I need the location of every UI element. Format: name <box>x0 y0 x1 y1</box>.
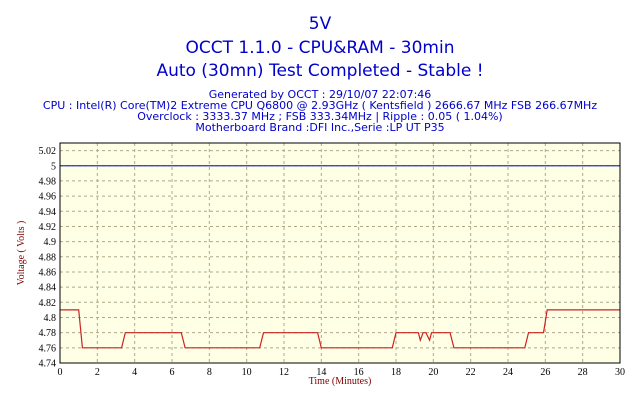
plot-area <box>60 143 620 363</box>
x-tick-label: 20 <box>428 367 438 378</box>
y-tick-label: 5.02 <box>39 146 57 157</box>
y-tick-label: 4.96 <box>39 192 57 203</box>
x-axis-label: Time (Minutes) <box>309 376 372 387</box>
x-tick-label: 4 <box>132 367 137 378</box>
cpu-info: CPU : Intel(R) Core(TM)2 Extreme CPU Q68… <box>42 99 598 112</box>
test-status: Auto (30mn) Test Completed - Stable ! <box>156 61 484 81</box>
y-tick-label: 4.8 <box>44 313 57 324</box>
x-tick-label: 8 <box>207 367 212 378</box>
y-tick-label: 4.98 <box>39 176 57 187</box>
y-tick-label: 4.9 <box>44 237 57 248</box>
y-tick-label: 4.86 <box>39 267 57 278</box>
x-tick-label: 12 <box>279 367 289 378</box>
x-tick-label: 6 <box>170 367 175 378</box>
x-tick-label: 28 <box>578 367 588 378</box>
y-axis-label: Voltage ( Volts ) <box>16 221 27 286</box>
y-tick-label: 4.88 <box>39 252 57 263</box>
x-axis-ticks: 0 2 4 6 8 10 12 14 16 18 20 22 24 26 28 30 <box>58 367 626 378</box>
grid-vertical <box>96 143 584 363</box>
x-tick-label: 22 <box>466 367 476 378</box>
chart-subtitle: OCCT 1.1.0 - CPU&RAM - 30min <box>185 38 455 58</box>
x-tick-label: 24 <box>503 367 513 378</box>
x-tick-label: 30 <box>615 367 625 378</box>
overclock-info: Overclock : 3333.37 MHz ; FSB 333.34MHz … <box>137 110 503 123</box>
x-tick-label: 16 <box>354 367 364 378</box>
voltage-series-line <box>60 309 620 349</box>
x-tick-label: 18 <box>391 367 401 378</box>
y-tick-label: 4.82 <box>39 298 57 309</box>
y-tick-label: 4.92 <box>39 222 57 233</box>
x-tick-label: 2 <box>95 367 100 378</box>
y-tick-label: 4.76 <box>39 343 57 354</box>
y-tick-label: 4.94 <box>39 207 57 218</box>
chart-title: 5V <box>308 14 332 34</box>
x-tick-label: 26 <box>540 367 550 378</box>
y-tick-label: 5 <box>51 161 56 172</box>
x-tick-label: 14 <box>316 367 326 378</box>
y-tick-label: 4.84 <box>39 283 57 294</box>
y-axis-ticks: 4.74 4.76 4.78 4.8 4.82 4.84 4.86 4.88 4.9 4.92 4.… <box>39 146 57 369</box>
plot-border <box>59 142 621 364</box>
generated-info: Generated by OCCT : 29/10/07 22:07:46 <box>208 88 432 101</box>
x-tick-label: 10 <box>242 367 252 378</box>
y-tick-label: 4.74 <box>39 359 57 370</box>
motherboard-info: Motherboard Brand :DFI Inc.,Serie :LP UT… <box>195 121 445 134</box>
y-tick-label: 4.78 <box>39 328 57 339</box>
x-tick-label: 0 <box>58 367 63 378</box>
